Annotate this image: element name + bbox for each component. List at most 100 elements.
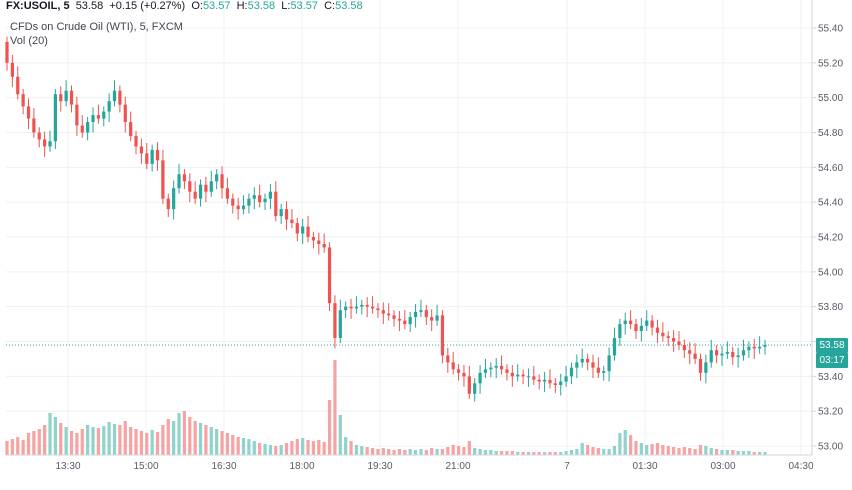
candle-body xyxy=(236,205,240,210)
candle-body xyxy=(623,320,627,325)
candle-body xyxy=(231,198,235,206)
symbol-name[interactable]: FX:USOIL, 5 xyxy=(6,0,70,12)
last-price: 53.58 xyxy=(75,0,104,12)
volume-bar xyxy=(381,448,385,455)
volume-bar xyxy=(430,448,434,455)
volume-bar xyxy=(591,447,595,455)
volume-bar xyxy=(408,449,412,455)
volume-bar xyxy=(279,445,283,455)
candle-body xyxy=(715,350,719,356)
candle-body xyxy=(381,310,385,314)
candle-body xyxy=(166,198,170,210)
candle-body xyxy=(129,122,133,136)
volume-bar xyxy=(618,433,622,455)
volume-bar xyxy=(435,449,439,455)
volume-bar xyxy=(188,417,192,455)
y-axis[interactable]: 53.0053.2053.4053.6053.8054.0054.2054.40… xyxy=(812,24,843,453)
y-tick-label: 53.20 xyxy=(818,407,843,418)
volume-bar xyxy=(306,440,310,455)
volume-bar xyxy=(263,444,267,455)
volume-bar xyxy=(413,450,418,455)
volume-bar xyxy=(284,443,289,455)
candle-body xyxy=(112,90,117,102)
volume-bar xyxy=(16,437,20,455)
candle-body xyxy=(655,327,660,333)
volume-bar xyxy=(59,423,63,455)
volume-bar xyxy=(161,425,165,455)
candle-body xyxy=(327,247,332,304)
volume-bar xyxy=(333,360,337,455)
candle-body xyxy=(182,174,187,182)
volume-bar xyxy=(650,444,654,455)
candle-body xyxy=(102,111,106,119)
volume-bar xyxy=(731,450,735,455)
candle-body xyxy=(26,106,31,119)
candle-body xyxy=(650,320,654,328)
volume-bar xyxy=(134,429,138,455)
x-tick-label: 21:00 xyxy=(445,461,470,472)
symbol-header: FX:USOIL, 5 53.58 +0.15 (+0.27%) O:53.57… xyxy=(6,0,363,13)
countdown-tag: 03:17 xyxy=(816,352,848,368)
y-tick-label: 54.20 xyxy=(818,233,843,244)
candle-body xyxy=(758,346,762,349)
volume-bar xyxy=(64,427,68,455)
candle-body xyxy=(720,353,724,356)
volume-bar xyxy=(145,433,149,455)
volume-bar xyxy=(747,451,751,455)
candle-body xyxy=(397,318,402,321)
volume-bar xyxy=(317,440,321,455)
candle-body xyxy=(456,369,461,373)
volume-bar xyxy=(542,452,547,455)
candle-body xyxy=(215,174,219,182)
candle-body xyxy=(139,146,144,154)
high-label: H: xyxy=(236,0,248,12)
candle-body xyxy=(478,372,482,384)
volume-bar xyxy=(301,438,305,455)
volume-bar xyxy=(682,447,686,455)
candle-body xyxy=(284,209,289,220)
x-axis-band xyxy=(0,455,852,485)
candle-body xyxy=(446,355,450,363)
low-value: 53.57 xyxy=(290,0,318,12)
volume-bar xyxy=(548,452,552,455)
volume-bar xyxy=(209,427,213,455)
volume-bar xyxy=(338,415,342,455)
volume-bar xyxy=(172,421,176,455)
volume-bar xyxy=(193,421,197,455)
x-tick-label: 01:30 xyxy=(632,461,657,472)
candle-body xyxy=(301,226,305,234)
x-tick-label: 18:00 xyxy=(289,461,314,472)
volume-bar xyxy=(483,450,488,455)
volume-bar xyxy=(5,441,9,455)
candle-body xyxy=(548,379,552,384)
volume-bar xyxy=(456,446,461,455)
volume-bar xyxy=(150,430,154,455)
price-change: +0.15 (+0.27%) xyxy=(109,0,186,12)
volume-bar xyxy=(596,448,600,455)
volume-bar xyxy=(129,427,133,455)
x-axis[interactable]: 13:30 15:00 16:30 18:00 19:30 21:00 7 01:30 03:0… xyxy=(55,461,813,472)
volume-bar xyxy=(709,448,713,455)
volume-bar xyxy=(290,441,294,455)
volume-bar xyxy=(387,449,391,455)
y-tick-label: 53.00 xyxy=(818,442,843,453)
candle-body xyxy=(225,188,230,199)
candle-body xyxy=(585,358,590,363)
candle-body xyxy=(645,320,649,326)
volume-bar xyxy=(419,449,423,455)
volume-indicator-label[interactable]: Vol (20) xyxy=(10,35,48,47)
candle-body xyxy=(639,325,643,332)
candle-body xyxy=(559,381,563,386)
candle-body xyxy=(193,191,197,199)
volume-bar xyxy=(123,421,127,455)
candle-body xyxy=(473,383,477,394)
volume-bar xyxy=(553,452,557,455)
candle-body xyxy=(666,336,670,339)
volume-bar xyxy=(467,441,471,455)
candle-body xyxy=(704,362,708,373)
candle-body xyxy=(424,310,428,318)
volume-bar xyxy=(370,448,375,455)
volume-bar xyxy=(758,452,762,455)
